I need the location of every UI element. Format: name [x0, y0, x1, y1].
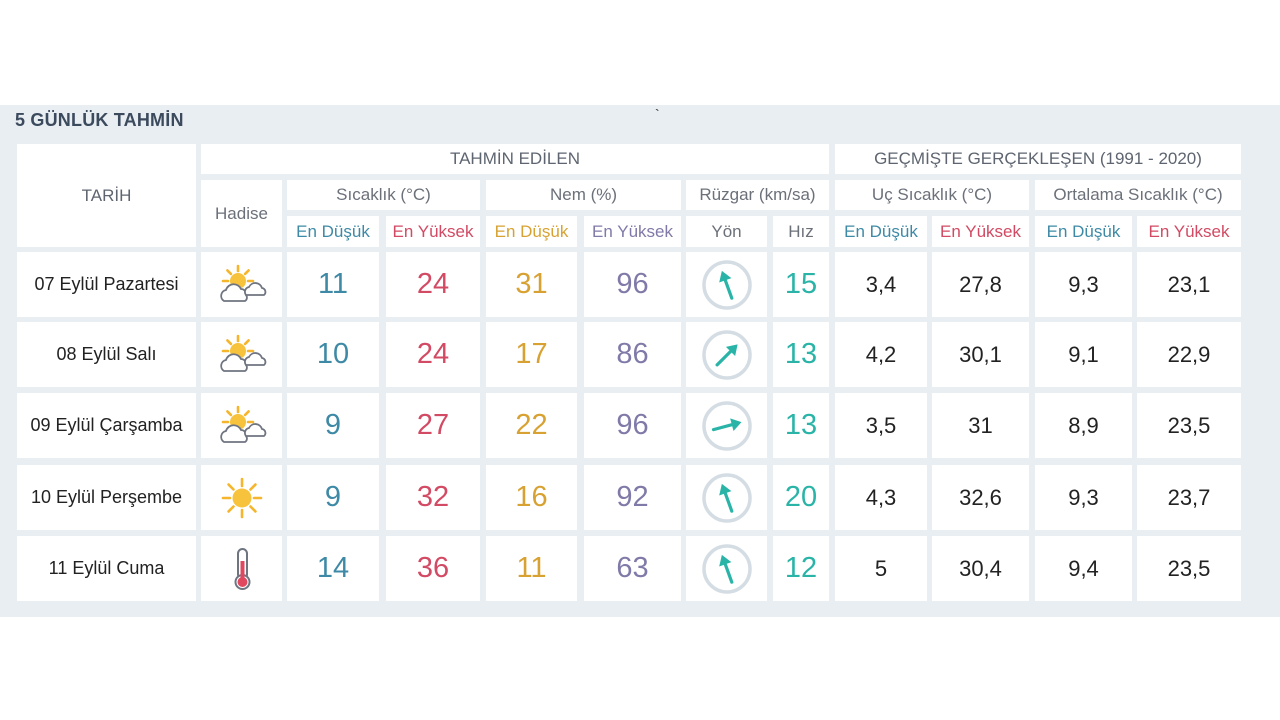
- uc-high: 30,4: [932, 536, 1029, 601]
- temp-high: 24: [386, 322, 480, 387]
- weather-icon-cell: [201, 465, 282, 530]
- temp-low: 14: [287, 536, 379, 601]
- header-ort-sicaklik: Ortalama Sıcaklık (°C): [1035, 180, 1241, 210]
- wind-direction-icon: [701, 400, 752, 451]
- date-cell: 09 Eylül Çarşamba: [17, 393, 196, 458]
- ort-low: 8,9: [1035, 393, 1132, 458]
- weather-icon-cell: [201, 536, 282, 601]
- sun-icon: [221, 477, 262, 518]
- temp-high: 32: [386, 465, 480, 530]
- subheader-ort-high: En Yüksek: [1137, 216, 1241, 247]
- wind-direction-icon: [701, 543, 752, 594]
- header-tahmin: TAHMİN EDİLEN: [201, 144, 829, 174]
- header-uc-sicaklik: Uç Sıcaklık (°C): [835, 180, 1029, 210]
- partly-cloudy-icon: [219, 334, 266, 372]
- weather-icon-cell: [201, 252, 282, 317]
- temp-high: 27: [386, 393, 480, 458]
- temp-low: 9: [287, 393, 379, 458]
- humidity-low: 17: [486, 322, 577, 387]
- partly-cloudy-icon: [219, 405, 266, 443]
- ort-low: 9,4: [1035, 536, 1132, 601]
- ort-high: 23,7: [1137, 465, 1241, 530]
- subheader-hum-high: En Yüksek: [584, 216, 681, 247]
- date-cell: 07 Eylül Pazartesi: [17, 252, 196, 317]
- subheader-temp-high: En Yüksek: [386, 216, 480, 247]
- ort-high: 22,9: [1137, 322, 1241, 387]
- humidity-low: 22: [486, 393, 577, 458]
- uc-low: 3,4: [835, 252, 927, 317]
- wind-speed: 13: [773, 393, 829, 458]
- header-ruzgar: Rüzgar (km/sa): [686, 180, 829, 210]
- header-gecmis: GEÇMİŞTE GERÇEKLEŞEN (1991 - 2020): [835, 144, 1241, 174]
- temp-low: 10: [287, 322, 379, 387]
- wind-direction-icon: [701, 472, 752, 523]
- header-hadise: Hadise: [201, 180, 282, 247]
- subheader-hum-low: En Düşük: [486, 216, 577, 247]
- section-title: 5 GÜNLÜK TAHMİN: [15, 110, 184, 130]
- subheader-hiz: Hız: [773, 216, 829, 247]
- temp-high: 24: [386, 252, 480, 317]
- header-tarih: TARİH: [17, 144, 196, 247]
- subheader-yon: Yön: [686, 216, 767, 247]
- uc-high: 32,6: [932, 465, 1029, 530]
- weather-icon-cell: [201, 393, 282, 458]
- wind-direction-cell: [686, 465, 767, 530]
- uc-low: 3,5: [835, 393, 927, 458]
- uc-high: 30,1: [932, 322, 1029, 387]
- uc-high: 31: [932, 393, 1029, 458]
- wind-direction-cell: [686, 252, 767, 317]
- ort-low: 9,1: [1035, 322, 1132, 387]
- date-cell: 11 Eylül Cuma: [17, 536, 196, 601]
- weather-icon-cell: [201, 322, 282, 387]
- humidity-high: 92: [584, 465, 681, 530]
- humidity-high: 63: [584, 536, 681, 601]
- subheader-uc-low: En Düşük: [835, 216, 927, 247]
- wind-direction-cell: [686, 322, 767, 387]
- humidity-low: 16: [486, 465, 577, 530]
- date-cell: 10 Eylül Perşembe: [17, 465, 196, 530]
- wind-speed: 13: [773, 322, 829, 387]
- uc-high: 27,8: [932, 252, 1029, 317]
- temp-high: 36: [386, 536, 480, 601]
- humidity-high: 96: [584, 393, 681, 458]
- wind-speed: 20: [773, 465, 829, 530]
- uc-low: 5: [835, 536, 927, 601]
- wind-speed: 12: [773, 536, 829, 601]
- wind-direction-icon: [701, 329, 752, 380]
- stray-mark: `: [655, 106, 660, 122]
- wind-direction-cell: [686, 536, 767, 601]
- humidity-high: 96: [584, 252, 681, 317]
- humidity-low: 11: [486, 536, 577, 601]
- humidity-high: 86: [584, 322, 681, 387]
- ort-high: 23,5: [1137, 536, 1241, 601]
- subheader-uc-high: En Yüksek: [932, 216, 1029, 247]
- ort-high: 23,5: [1137, 393, 1241, 458]
- partly-cloudy-icon: [219, 264, 266, 302]
- subheader-temp-low: En Düşük: [287, 216, 379, 247]
- uc-low: 4,2: [835, 322, 927, 387]
- wind-direction-icon: [701, 259, 752, 310]
- ort-low: 9,3: [1035, 465, 1132, 530]
- ort-low: 9,3: [1035, 252, 1132, 317]
- humidity-low: 31: [486, 252, 577, 317]
- temp-low: 11: [287, 252, 379, 317]
- thermometer-icon: [234, 547, 250, 590]
- subheader-ort-low: En Düşük: [1035, 216, 1132, 247]
- temp-low: 9: [287, 465, 379, 530]
- wind-direction-cell: [686, 393, 767, 458]
- uc-low: 4,3: [835, 465, 927, 530]
- header-sicaklik: Sıcaklık (°C): [287, 180, 480, 210]
- wind-speed: 15: [773, 252, 829, 317]
- ort-high: 23,1: [1137, 252, 1241, 317]
- date-cell: 08 Eylül Salı: [17, 322, 196, 387]
- header-nem: Nem (%): [486, 180, 681, 210]
